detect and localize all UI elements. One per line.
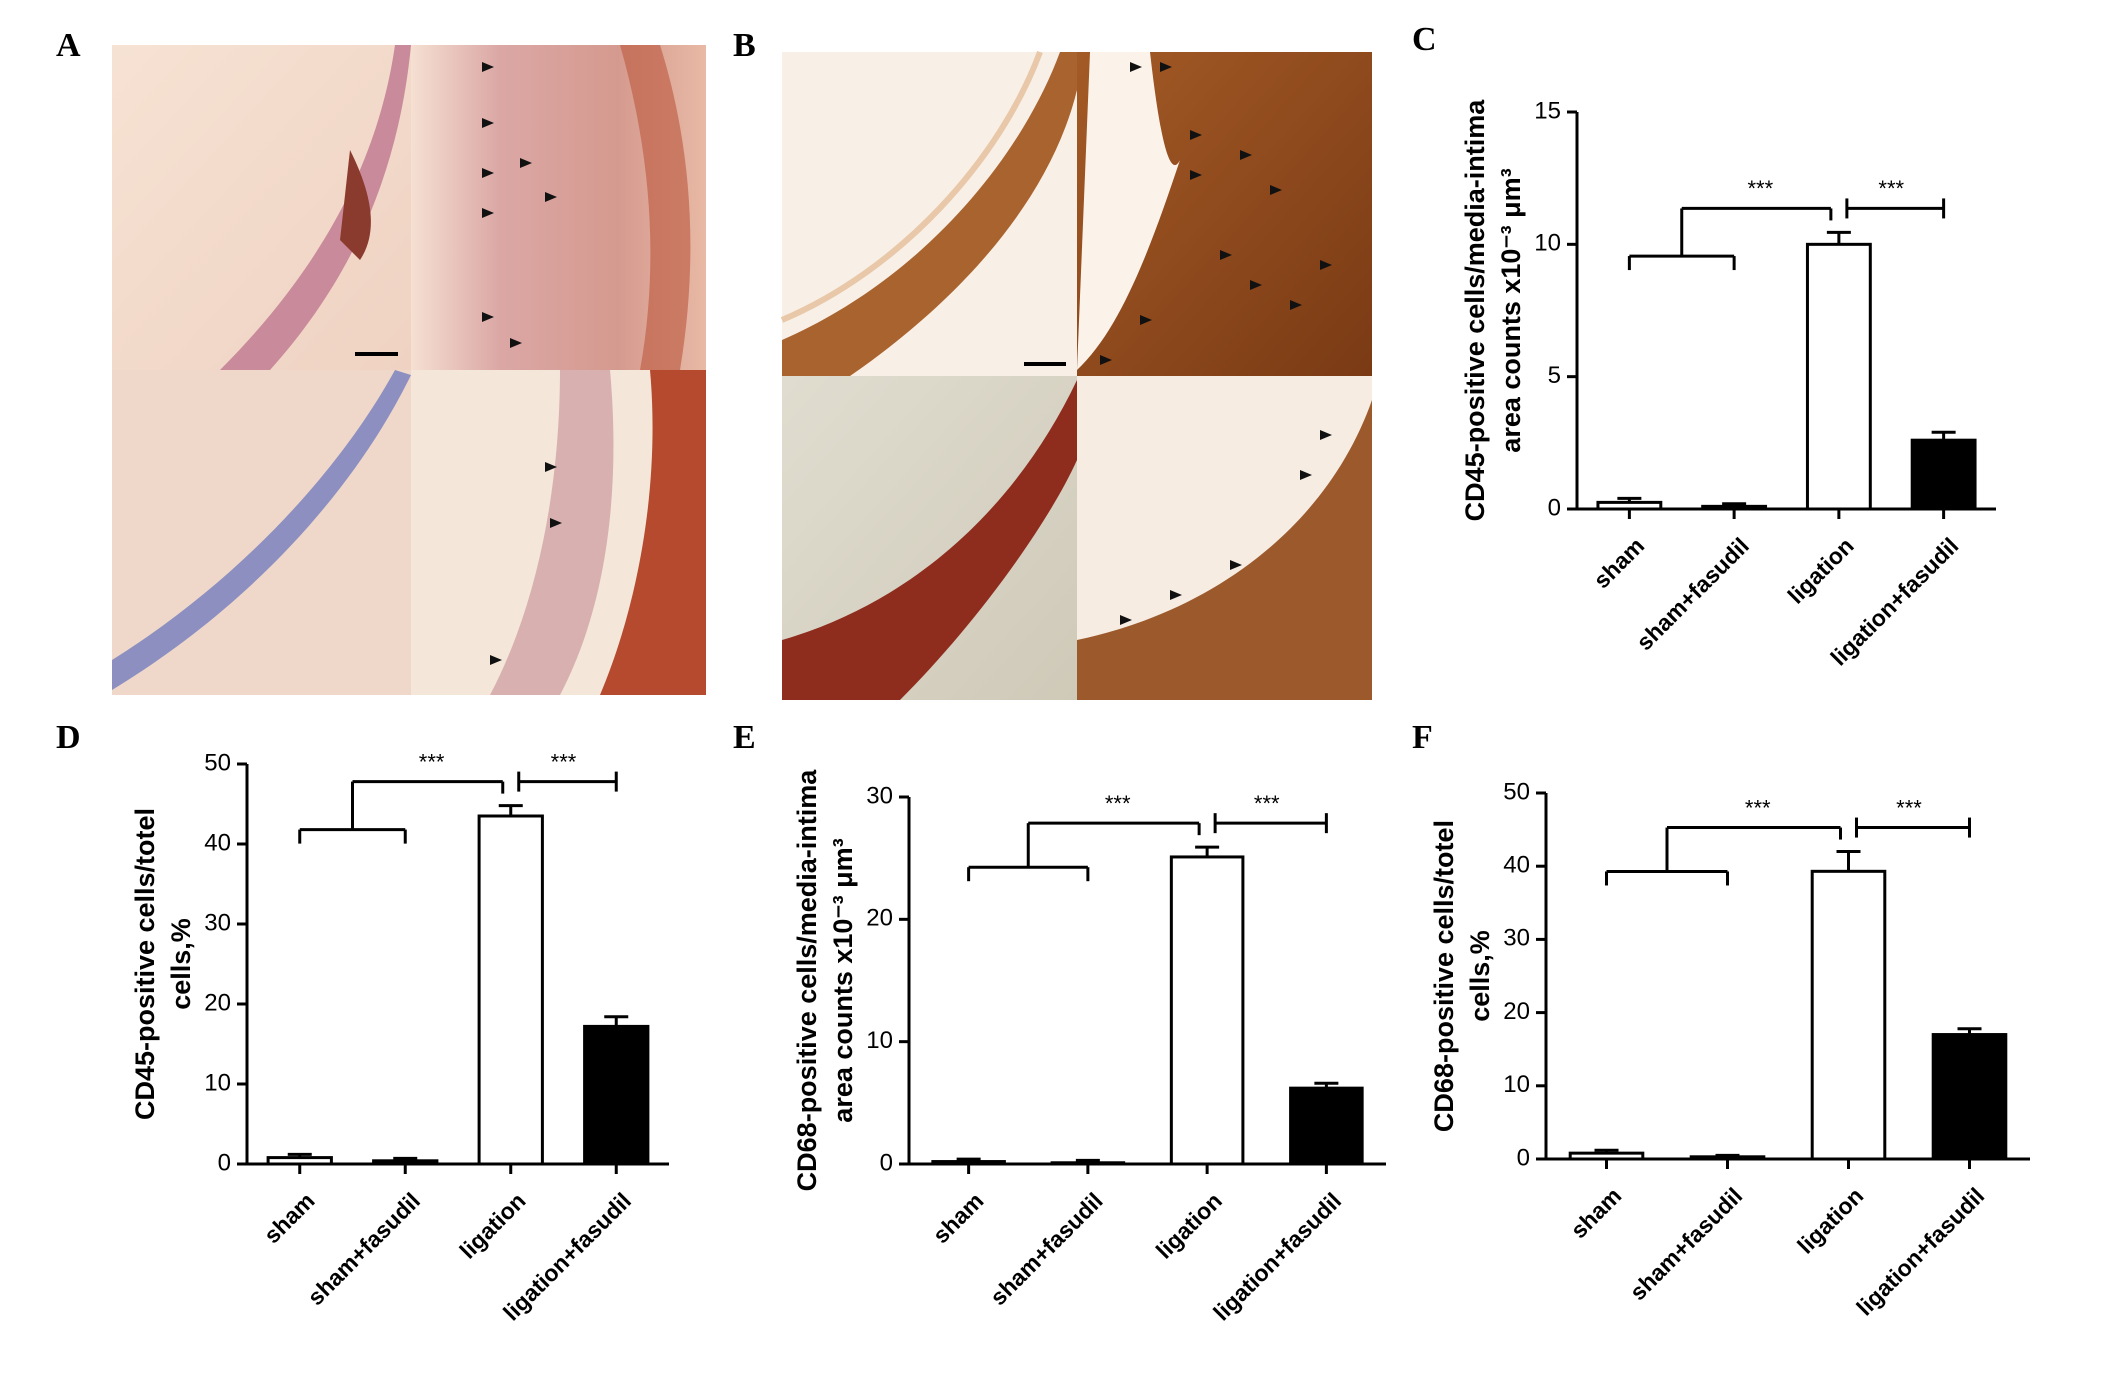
tissue	[340, 150, 371, 260]
y-axis-label: cells,%	[1465, 930, 1495, 1022]
bar	[931, 1160, 1006, 1166]
y-tick-label: 0	[1517, 1144, 1530, 1171]
lumen	[1077, 52, 1180, 370]
y-tick-label: 40	[1503, 852, 1530, 879]
y-tick-label: 20	[204, 989, 231, 1016]
y-axis-label: CD68-positive cells/media-intima	[792, 769, 822, 1192]
significance: ***	[551, 749, 577, 774]
bar	[1596, 500, 1663, 511]
y-axis-label: CD68-positive cells/totel	[1429, 820, 1459, 1132]
y-tick-label: 10	[1503, 1071, 1530, 1098]
bar	[1931, 1033, 2008, 1161]
panel-label: A	[56, 27, 81, 64]
y-tick-label: 5	[1548, 362, 1561, 389]
y-tick-label: 10	[204, 1069, 231, 1096]
bar	[1810, 869, 1887, 1161]
significance: ***	[1896, 795, 1922, 820]
y-tick-label: 10	[866, 1027, 893, 1054]
significance: ***	[1747, 176, 1773, 201]
y-axis-label: area counts x10⁻³ μm³	[828, 838, 858, 1122]
y-tick-label: 0	[218, 1149, 231, 1176]
y-tick-label: 10	[1534, 230, 1561, 257]
significance: ***	[1254, 791, 1280, 816]
significance: ***	[1878, 176, 1904, 201]
micrograph-a	[112, 45, 706, 695]
vessel-wall	[782, 52, 1077, 376]
adventitia	[600, 370, 706, 695]
y-tick-label: 30	[204, 909, 231, 936]
y-tick-label: 0	[880, 1149, 893, 1176]
micrograph-b	[780, 50, 1372, 700]
y-tick-label: 30	[866, 782, 893, 809]
bar	[1910, 438, 1977, 511]
y-tick-label: 40	[204, 829, 231, 856]
y-axis-label: area counts x10⁻³ μm³	[1496, 168, 1526, 452]
significance: ***	[1105, 791, 1131, 816]
y-axis-label: CD45-positive cells/media-intima	[1460, 99, 1490, 522]
significance: ***	[1745, 795, 1771, 820]
y-axis-label: CD45-positive cells/totel	[130, 808, 160, 1120]
vessel-wall	[620, 45, 691, 370]
panel-label: D	[56, 719, 81, 756]
y-tick-label: 50	[1503, 778, 1530, 805]
panel-label: B	[733, 27, 756, 64]
arrows	[1100, 62, 1332, 625]
y-tick-label: 30	[1503, 925, 1530, 952]
vessel-wall	[782, 380, 1077, 700]
panel-label: C	[1412, 21, 1437, 58]
vessel-wall	[220, 45, 411, 370]
y-tick-label: 0	[1548, 494, 1561, 521]
vessel-wall	[112, 370, 411, 690]
y-tick-label: 15	[1534, 97, 1561, 124]
bar	[1689, 1155, 1766, 1161]
y-axis-label: cells,%	[166, 918, 196, 1010]
y-tick-label: 20	[1503, 998, 1530, 1025]
y-tick-label: 50	[204, 749, 231, 776]
bar	[1050, 1161, 1126, 1166]
bar	[266, 1156, 333, 1166]
bar	[583, 1024, 650, 1166]
bar	[1805, 242, 1872, 511]
panel-label: E	[733, 719, 756, 756]
lamina	[780, 50, 1043, 323]
vessel-wall	[490, 370, 614, 695]
tissue	[1077, 400, 1372, 700]
bar	[1169, 855, 1245, 1166]
arrows	[482, 62, 562, 665]
bar	[1289, 1086, 1364, 1166]
bar	[372, 1159, 439, 1166]
bar	[1568, 1151, 1645, 1161]
bar	[477, 814, 544, 1166]
panel-label: F	[1412, 719, 1433, 756]
significance: ***	[419, 749, 445, 774]
bar	[1701, 504, 1768, 511]
y-tick-label: 20	[866, 905, 893, 932]
